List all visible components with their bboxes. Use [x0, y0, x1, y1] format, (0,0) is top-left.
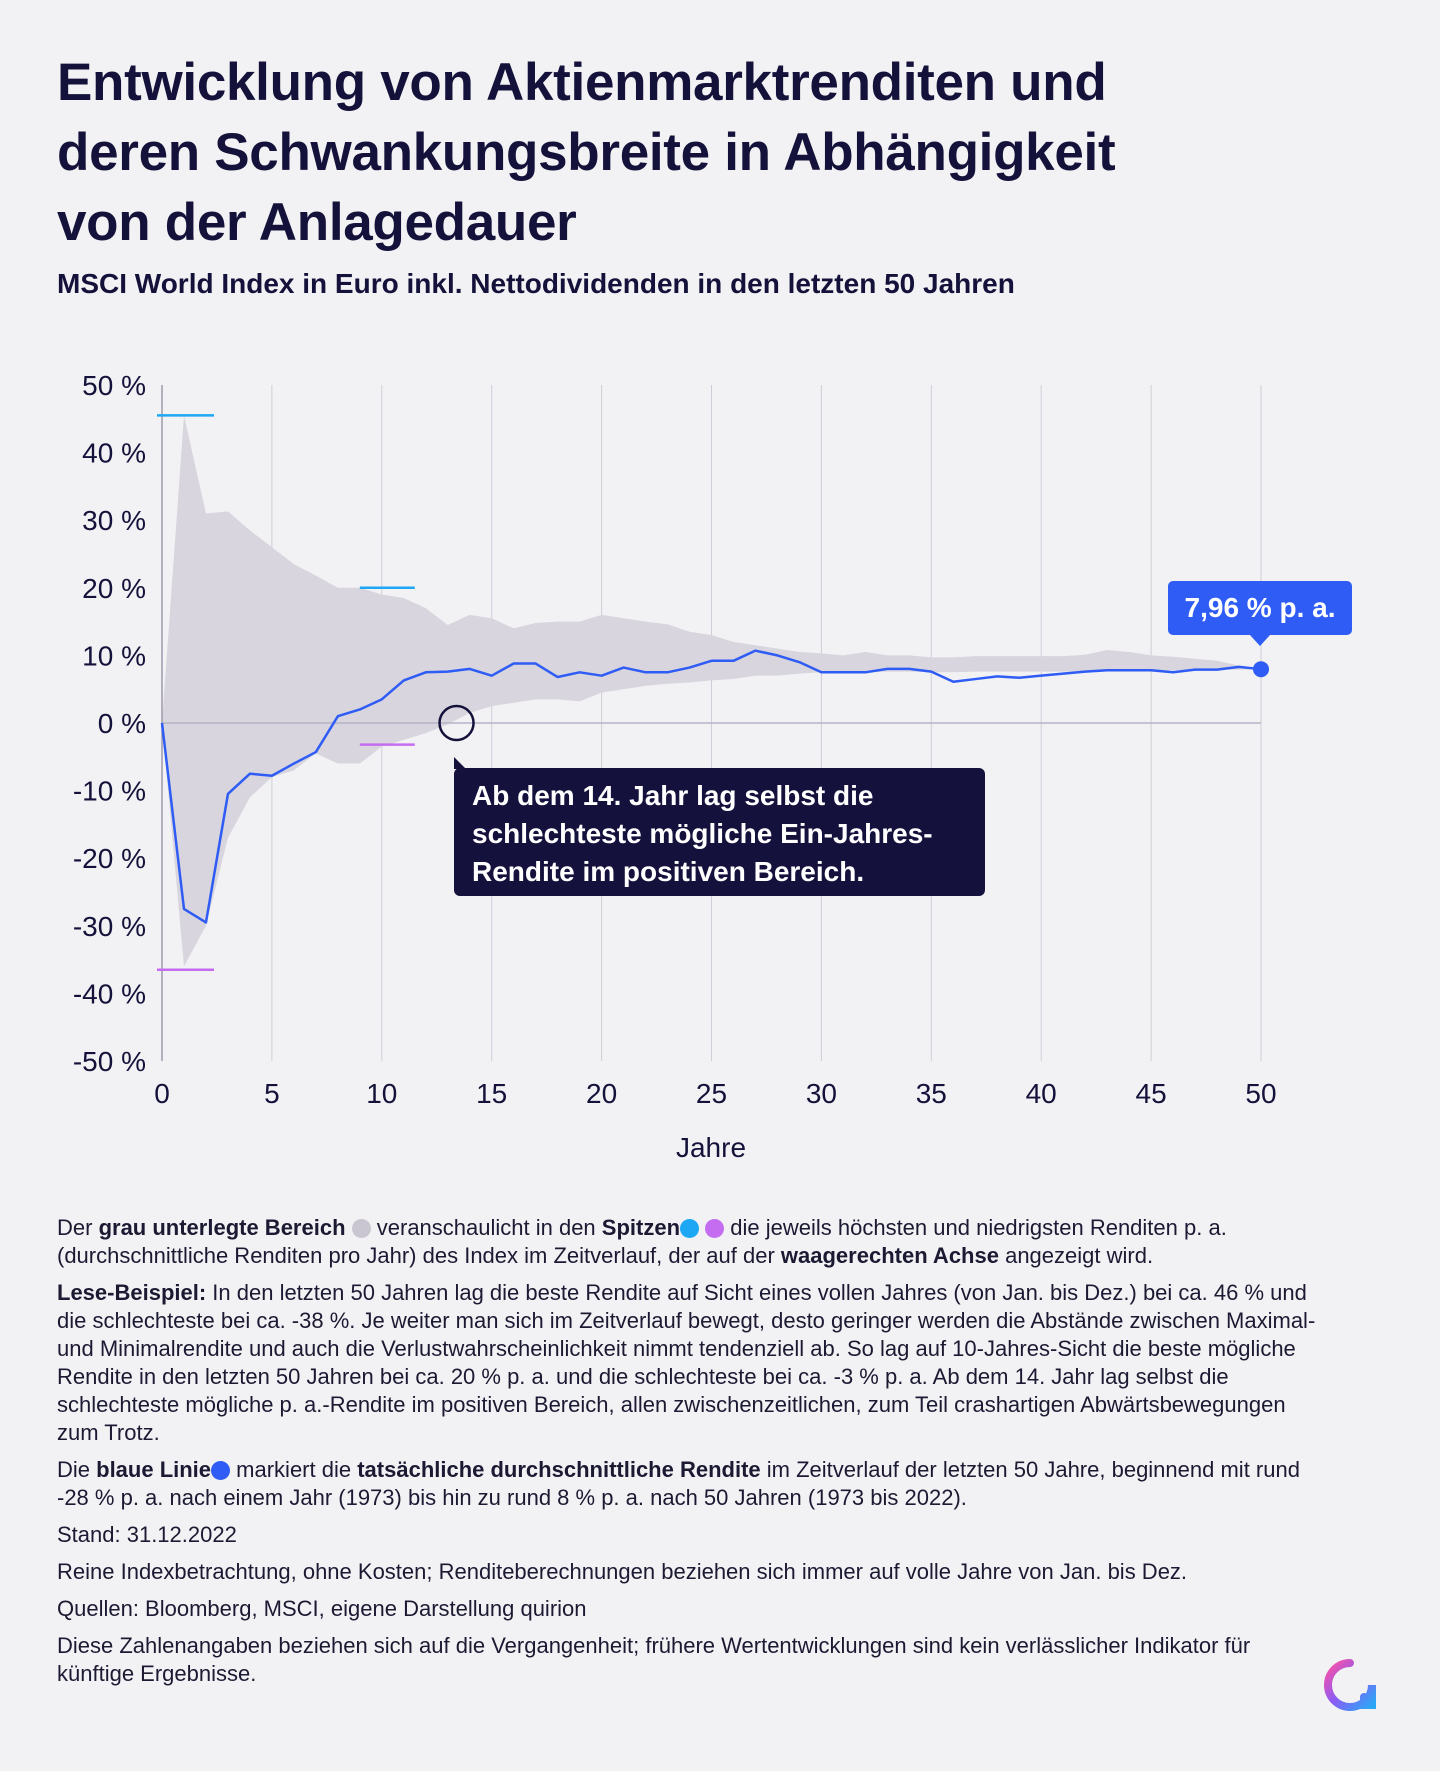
y-tick-label: -10 %: [73, 776, 146, 807]
y-tick-label: 10 %: [82, 640, 146, 671]
x-tick-label: 50: [1245, 1078, 1276, 1109]
chart-area: 50 % 40 % 30 % 20 % 10 % 0 % -10 % -20 % -30 % -4…: [73, 370, 1277, 1163]
blue-line-legend-dot: [211, 1461, 231, 1480]
x-tick-label: 5: [264, 1078, 280, 1109]
y-tick-label: -20 %: [73, 843, 146, 874]
note-reading-example: Lese-Beispiel: In den letzten 50 Jahren …: [57, 1280, 1316, 1445]
note-index-only: Reine Indexbetrachtung, ohne Kosten; Ren…: [57, 1559, 1188, 1584]
explanation-notes: Der grau unterlegte Bereich veranschauli…: [57, 1214, 1317, 1697]
peak-high-legend-dot: [680, 1219, 700, 1238]
end-value-badge: 7,96 % p. a.: [1168, 581, 1352, 635]
note-date: Stand: 31.12.2022: [57, 1522, 237, 1547]
chart-subtitle: MSCI World Index in Euro inkl. Nettodivi…: [57, 268, 1015, 299]
note-sources: Quellen: Bloomberg, MSCI, eigene Darstel…: [57, 1596, 587, 1621]
end-value-dot: [1253, 661, 1269, 678]
grey-area-legend-dot: [351, 1219, 371, 1238]
end-value-badge-pointer: [1250, 635, 1270, 646]
y-tick-label: 30 %: [82, 505, 146, 536]
x-tick-label: 45: [1136, 1078, 1167, 1109]
highlight-circle: [438, 704, 475, 742]
note-grey-area: Der grau unterlegte Bereich veranschauli…: [57, 1215, 1227, 1268]
x-tick-label: 0: [154, 1078, 170, 1109]
x-tick-label: 20: [586, 1078, 617, 1109]
peak-low-legend-dot: [705, 1219, 725, 1238]
x-tick-label: 10: [366, 1078, 397, 1109]
note-blue-line: Die blaue Linie markiert die tatsächlich…: [57, 1457, 1300, 1510]
average-return-line: [160, 649, 1262, 924]
range-area: [162, 415, 1261, 967]
quirion-logo-icon: [1324, 1659, 1376, 1711]
callout-pointer: [454, 757, 466, 769]
x-tick-label: 25: [696, 1078, 727, 1109]
x-tick-label: 35: [916, 1078, 947, 1109]
y-tick-label: -30 %: [73, 911, 146, 942]
x-tick-label: 40: [1026, 1078, 1057, 1109]
y-tick-label: -40 %: [73, 978, 146, 1009]
y-tick-label: 0 %: [98, 708, 146, 739]
chart-title: Entwicklung von Aktienmarktrenditen und …: [57, 53, 1116, 252]
y-tick-label: 40 %: [82, 438, 146, 469]
x-tick-label: 30: [806, 1078, 837, 1109]
y-tick-label: 50 %: [82, 370, 146, 401]
y-tick-label: 20 %: [82, 573, 146, 604]
y-tick-label: -50 %: [73, 1046, 146, 1077]
x-tick-label: 15: [476, 1078, 507, 1109]
note-disclaimer: Diese Zahlenangaben beziehen sich auf di…: [57, 1633, 1251, 1686]
callout-box: Ab dem 14. Jahr lag selbst die schlechte…: [454, 768, 985, 896]
x-axis-title: Jahre: [676, 1132, 746, 1163]
